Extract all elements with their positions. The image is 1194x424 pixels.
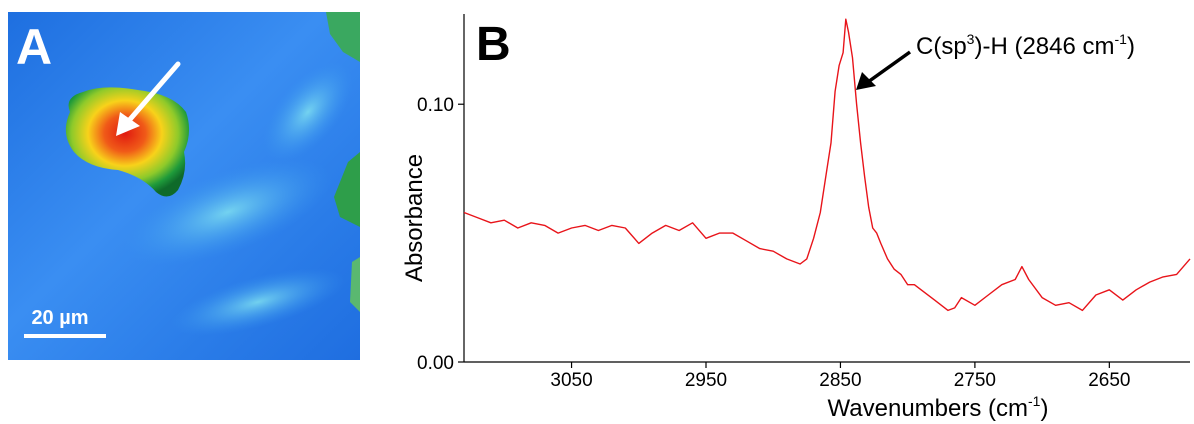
heatmap-image: A 20 µm (8, 12, 360, 360)
panel-a-label: A (16, 19, 52, 75)
green-edge-patch (334, 152, 360, 227)
hotspot (65, 87, 190, 197)
annotation-main: C(sp (916, 33, 967, 60)
cyan-region (123, 158, 333, 266)
spectrum-chart: B 3050 2950 2850 2750 2650 0.00 0.10 Absorbanc… (401, 14, 1191, 422)
annotation-after: )-H (2846 cm (974, 33, 1114, 60)
annotation-sup2: -1 (1115, 31, 1128, 47)
spectrum-line (463, 18, 1191, 312)
axes (463, 14, 1190, 363)
x-axis-label: Wavenumbers (cm-1) (828, 393, 1049, 422)
scalebar-label: 20 µm (31, 307, 88, 329)
x-axis-label-main: Wavenumbers (cm (828, 395, 1028, 422)
cyan-region (170, 268, 346, 336)
annotation-sup1: 3 (967, 31, 975, 47)
x-axis-label-close: ) (1040, 395, 1048, 422)
y-axis-label: Absorbance (401, 154, 428, 282)
ticks: 3050 2950 2850 2750 2650 0.00 0.10 (417, 95, 1130, 391)
x-tick-label: 2850 (819, 370, 861, 391)
x-tick-label: 3050 (550, 370, 592, 391)
annotation-arrow-head-icon (856, 72, 876, 90)
panel-b-ir-spectrum: B 3050 2950 2850 2750 2650 0.00 0.10 Absorbanc… (360, 0, 1194, 424)
scalebar (24, 334, 106, 338)
panel-b-label: B (476, 18, 511, 71)
green-edge-patch (350, 257, 360, 312)
y-tick-label: 0.10 (417, 95, 454, 116)
x-tick-label: 2650 (1088, 370, 1130, 391)
x-axis-label-sup: -1 (1028, 393, 1041, 409)
annotation-arrow (866, 50, 912, 84)
series-layer (463, 18, 1191, 312)
peak-annotation: C(sp3)-H (2846 cm-1) (916, 31, 1135, 60)
y-tick-label: 0.00 (417, 353, 454, 374)
green-edge-patch (326, 12, 360, 62)
panel-a-microscope-image: A 20 µm (8, 12, 360, 360)
cyan-region (263, 62, 353, 162)
x-tick-label: 2950 (685, 370, 727, 391)
annotation-close: ) (1127, 33, 1135, 60)
arrow-head-icon (116, 112, 140, 136)
arrow-shaft (123, 61, 181, 127)
x-tick-label: 2750 (954, 370, 996, 391)
